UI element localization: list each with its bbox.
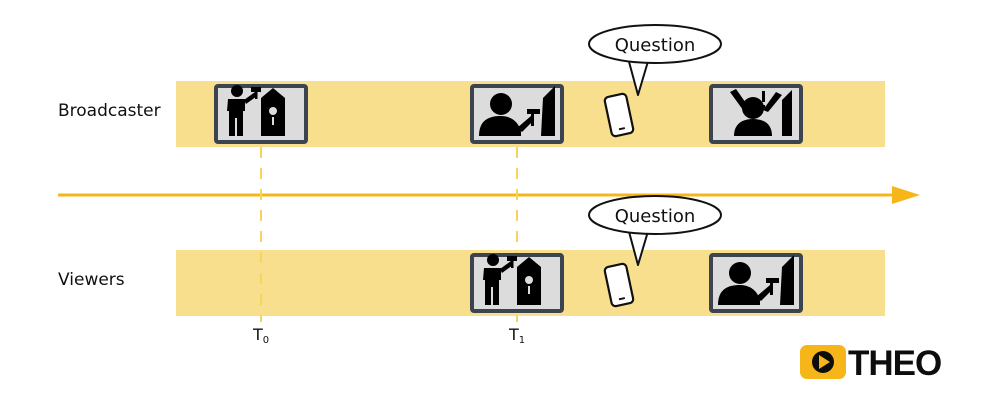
broadcaster-question-text: Question xyxy=(615,35,696,56)
t1-label: T1 xyxy=(508,325,525,346)
viewers-frame-2 xyxy=(709,253,803,313)
broadcaster-frame-1 xyxy=(214,84,308,144)
theo-logo: THEO xyxy=(800,344,942,383)
broadcaster-frame-3 xyxy=(709,84,803,144)
timeline-arrow-head xyxy=(892,186,920,204)
broadcaster-question-bubble: Question xyxy=(588,24,722,96)
viewers-frame-1 xyxy=(470,253,564,313)
t0-label: T0 xyxy=(252,325,269,346)
broadcaster-label: Broadcaster xyxy=(58,101,161,121)
viewers-question-text: Question xyxy=(615,206,696,227)
broadcaster-frame-2 xyxy=(470,84,564,144)
viewers-question-bubble: Question xyxy=(588,195,722,266)
viewers-label: Viewers xyxy=(58,270,125,290)
theo-logo-text: THEO xyxy=(848,344,941,383)
